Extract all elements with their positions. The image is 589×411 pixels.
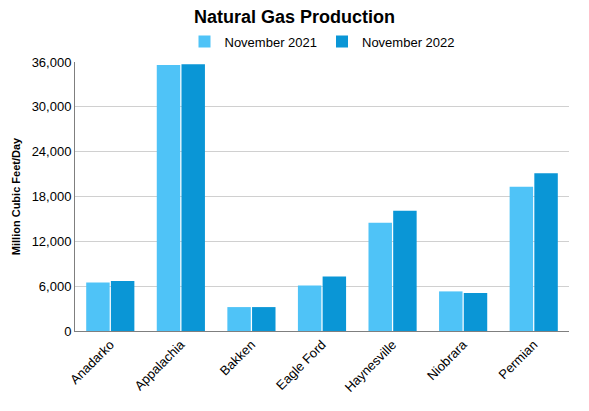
svg-text:Haynesville: Haynesville — [342, 337, 400, 395]
svg-text:Anadarko: Anadarko — [67, 337, 117, 387]
svg-text:Eagle Ford: Eagle Ford — [273, 337, 329, 393]
svg-text:November 2022: November 2022 — [362, 35, 455, 50]
svg-text:Natural Gas Production: Natural Gas Production — [194, 7, 395, 27]
svg-text:Niobrara: Niobrara — [424, 337, 470, 383]
svg-text:24,000: 24,000 — [32, 144, 72, 159]
svg-text:30,000: 30,000 — [32, 99, 72, 114]
svg-text:18,000: 18,000 — [32, 189, 72, 204]
svg-text:6,000: 6,000 — [39, 279, 72, 294]
svg-text:Million Cubic Feet/Day: Million Cubic Feet/Day — [10, 137, 22, 255]
svg-text:Bakken: Bakken — [217, 337, 258, 378]
svg-text:36,000: 36,000 — [32, 55, 72, 70]
svg-text:November 2021: November 2021 — [225, 35, 318, 50]
svg-text:12,000: 12,000 — [32, 234, 72, 249]
svg-text:0: 0 — [64, 324, 71, 339]
svg-text:Appalachia: Appalachia — [131, 337, 188, 394]
svg-text:Permian: Permian — [496, 337, 541, 382]
